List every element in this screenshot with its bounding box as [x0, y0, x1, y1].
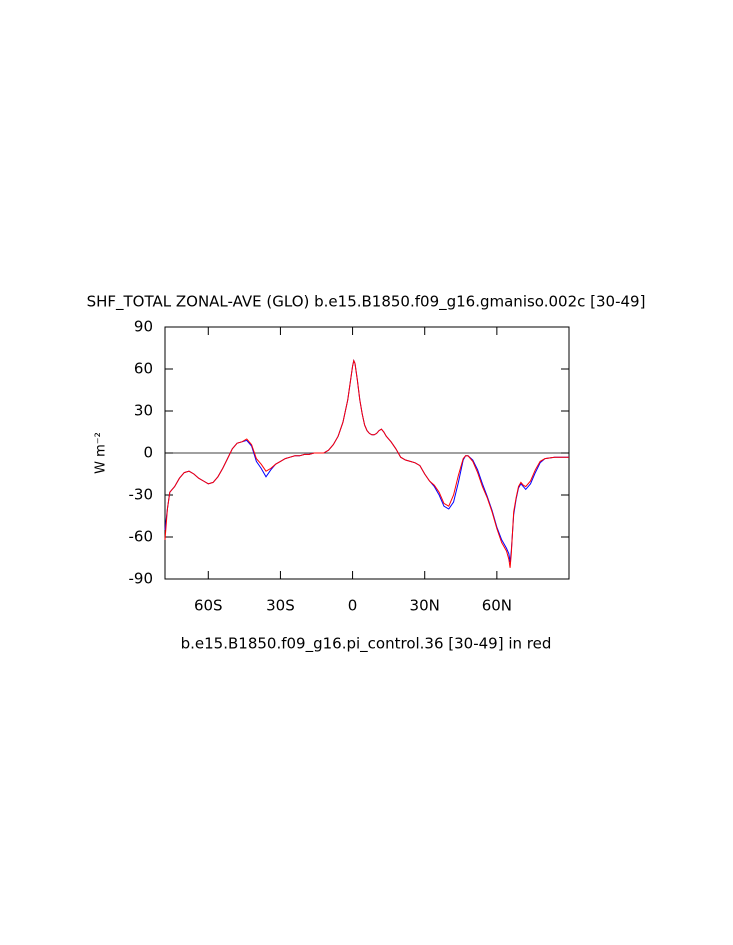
y-axis-label: W m⁻² — [94, 432, 109, 474]
x-tick-label: 30S — [266, 597, 295, 615]
y-tick-label: -90 — [129, 570, 154, 588]
chart-title: SHF_TOTAL ZONAL-AVE (GLO) b.e15.B1850.f0… — [87, 293, 646, 312]
y-tick-label: 60 — [134, 360, 153, 378]
data-line — [164, 358, 569, 568]
x-tick-label: 60N — [482, 597, 512, 615]
x-tick-label: 0 — [348, 597, 358, 615]
chart-subtitle: b.e15.B1850.f09_g16.pi_control.36 [30-49… — [181, 635, 552, 654]
y-tick-label: -30 — [129, 486, 154, 504]
x-tick-label: 60S — [194, 597, 223, 615]
y-tick-label: 0 — [143, 444, 153, 462]
x-tick-label: 30N — [410, 597, 440, 615]
y-tick-label: 90 — [134, 318, 153, 336]
y-tick-label: 30 — [134, 402, 153, 420]
y-tick-label: -60 — [129, 528, 154, 546]
